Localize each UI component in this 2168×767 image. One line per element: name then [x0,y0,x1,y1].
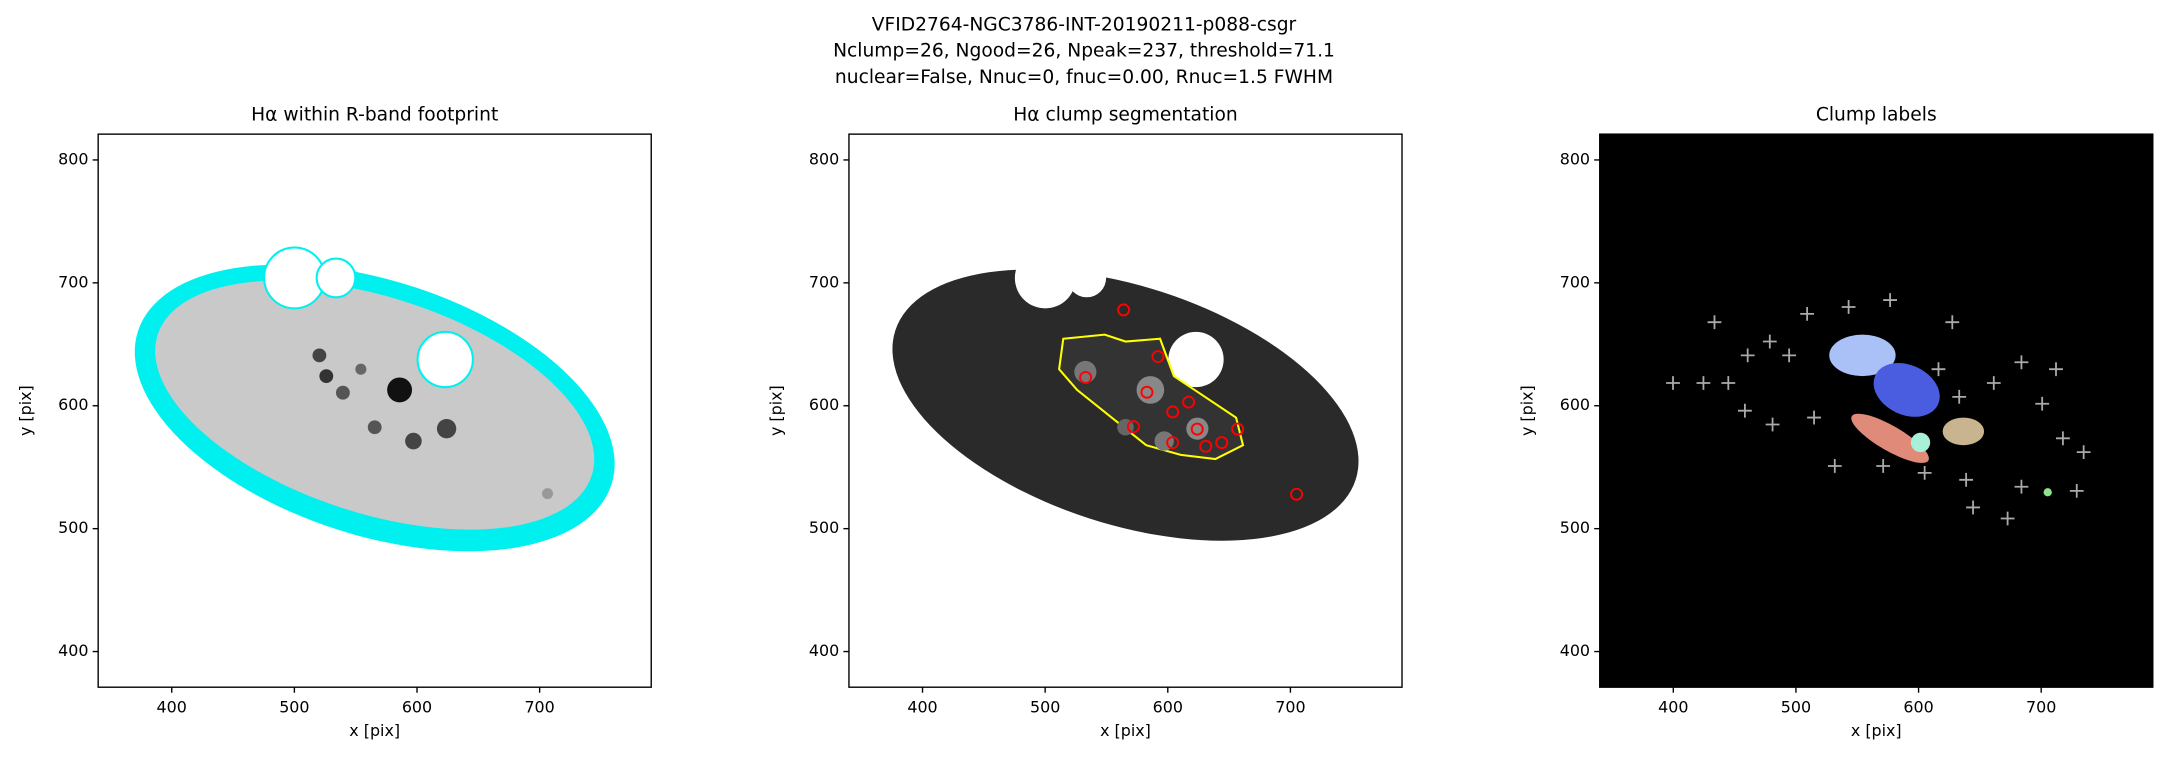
clump [1117,303,1131,317]
x-tick-label: 600 [402,697,432,716]
panel: 400 500 600 700 400 500 600 700 800 Hα clump segm… [767,104,1403,740]
x-tick-label: 600 [1903,697,1933,716]
x-tick-label: 400 [157,697,187,716]
axes-frame [1599,133,2154,688]
clump [1190,422,1204,436]
x-axis-label: x [pix] [349,721,400,740]
x-tick-label: 500 [1781,697,1811,716]
y-tick-label: 400 [809,641,839,660]
suptitle: VFID2764-NGC3786-INT-20190211-p088-csgr [872,14,1297,35]
panel: 400 500 600 700 400 500 600 700 800 Hα within R-b… [16,104,652,740]
x-tick-label: 700 [524,697,554,716]
y-tick-label: 600 [58,395,88,414]
panel: 400 500 600 700 400 500 600 700 800 Clump labels x… [1517,104,2154,740]
panel-title: Hα clump segmentation [1013,104,1237,125]
panel-title: Clump labels [1816,104,1937,125]
y-tick-label: 400 [1560,641,1590,660]
x-axis-label: x [pix] [1100,721,1151,740]
y-tick-label: 700 [809,272,839,291]
x-tick-label: 700 [2026,697,2056,716]
y-tick-label: 600 [809,395,839,414]
x-tick-label: 400 [907,697,937,716]
y-tick-label: 800 [1560,149,1590,168]
clump [1215,436,1229,450]
y-tick-label: 500 [809,518,839,537]
y-tick-label: 700 [1560,272,1590,291]
suptitle: nuclear=False, Nnuc=0, fnuc=0.00, Rnuc=1… [835,67,1333,88]
suptitle: Nclump=26, Ngood=26, Npeak=237, threshol… [833,41,1335,62]
clump [1079,370,1093,384]
image [98,134,652,688]
y-axis-label: y [pix] [16,385,35,436]
x-tick-label: 400 [1658,697,1688,716]
y-tick-label: 400 [58,641,88,660]
clump [1290,487,1304,501]
clump [1166,436,1180,450]
x-tick-label: 600 [1153,697,1183,716]
x-tick-label: 700 [1275,697,1305,716]
panel-title: Hα within R-band footprint [251,104,498,125]
y-tick-label: 600 [1560,395,1590,414]
clump [1140,385,1154,399]
y-axis-label: y [pix] [1517,385,1536,436]
clump [1166,405,1180,419]
x-tick-label: 500 [1030,697,1060,716]
clump [1182,395,1196,409]
y-tick-label: 500 [58,518,88,537]
axes-frame [848,133,1403,688]
y-tick-label: 500 [1560,518,1590,537]
clump [1126,420,1140,434]
y-axis-label: y [pix] [767,385,786,436]
x-axis-label: x [pix] [1851,721,1902,740]
clump [1231,422,1245,436]
clump [1199,439,1213,453]
y-tick-label: 700 [58,272,88,291]
image [848,134,1403,688]
image [1599,134,2153,688]
axes-frame [97,133,652,688]
clump [1151,350,1165,364]
x-tick-label: 500 [279,697,309,716]
y-tick-label: 800 [58,149,88,168]
y-tick-label: 800 [809,149,839,168]
